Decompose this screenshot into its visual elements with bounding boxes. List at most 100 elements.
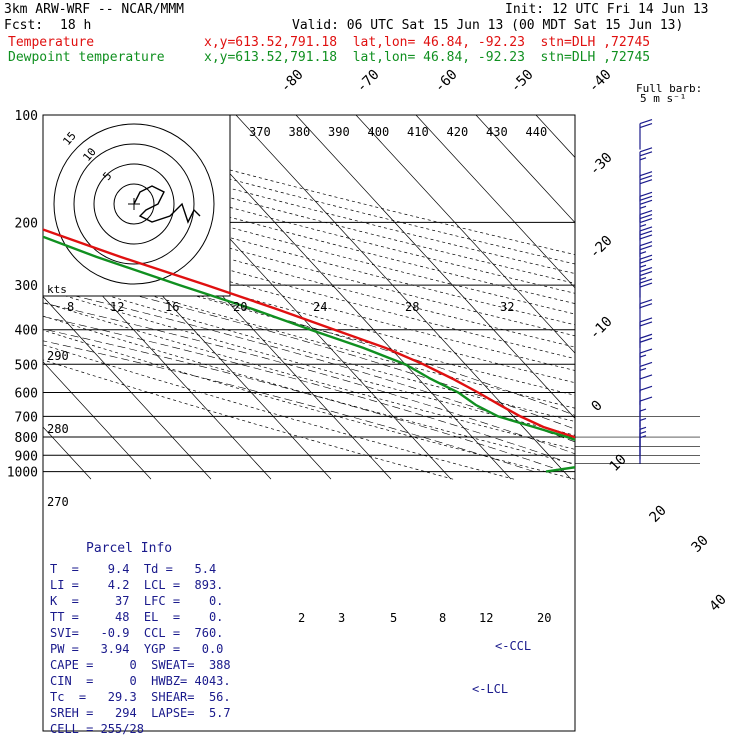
barb-flag xyxy=(639,385,653,391)
isotherm-line xyxy=(475,115,575,224)
barb-flag xyxy=(639,321,653,327)
adiabat-label: 290 xyxy=(47,349,69,363)
barb-half xyxy=(639,205,647,209)
pressure-tick-label: 100 xyxy=(15,109,38,124)
barb-half xyxy=(639,251,647,255)
barb-half xyxy=(639,264,647,268)
mixing-ratio-label: 5 xyxy=(390,611,397,625)
barb-legend-units: 5 m s⁻¹ xyxy=(640,92,687,105)
hodograph-ring xyxy=(73,143,195,265)
mixing-ratio-label: 2 xyxy=(298,611,305,625)
forecast-hour: 18 h xyxy=(60,18,92,33)
isotherm-tick-label: -60 xyxy=(432,67,461,96)
hodograph-ring xyxy=(93,163,175,245)
theta-label: 420 xyxy=(447,125,469,139)
parcel-info-row: SVI= -0.9 CCL = 760. xyxy=(50,626,224,640)
theta-label: 440 xyxy=(526,125,548,139)
sounding-traces xyxy=(43,228,575,473)
mixing-ratio-label: 28 xyxy=(405,300,419,314)
barb-flag xyxy=(639,175,653,181)
isotherm-line xyxy=(535,115,575,158)
dewpoint-location-info: x,y=613.52,791.18 lat,lon= 46.84, -92.23… xyxy=(204,50,651,65)
barb-flag xyxy=(639,299,653,305)
barb-flag xyxy=(639,317,653,323)
hodograph-trace xyxy=(133,185,201,224)
barb-flag xyxy=(639,199,653,205)
parcel-info-row: TT = 48 EL = 0. xyxy=(50,610,224,624)
barb-flag xyxy=(639,214,653,220)
barb-flag xyxy=(639,374,653,380)
barb-half xyxy=(639,354,647,358)
parcel-info-row: Tc = 29.3 SHEAR= 56. xyxy=(50,690,231,704)
pressure-tick-label: 400 xyxy=(15,324,38,339)
barb-half xyxy=(639,430,647,435)
isotherm-tick-label: -40 xyxy=(586,67,615,96)
wind-barb xyxy=(639,396,653,428)
pressure-tick-label: 200 xyxy=(15,216,38,231)
barb-half xyxy=(639,157,647,161)
dry-adiabat-line xyxy=(43,175,575,315)
barb-flag xyxy=(639,122,653,129)
mixing-ratio-label: 3 xyxy=(338,611,345,625)
lcl-annotation: <-LCL xyxy=(472,682,508,696)
wind-barb xyxy=(639,317,653,348)
isotherm-line xyxy=(43,296,212,480)
barb-half xyxy=(639,276,647,281)
barb-flag xyxy=(639,396,653,402)
mixing-ratio-label: 20 xyxy=(233,300,247,314)
theta-label: 400 xyxy=(368,125,390,139)
barb-flag xyxy=(639,179,653,185)
dry-adiabat-line xyxy=(43,206,575,348)
parcel-info-title: Parcel Info xyxy=(86,541,173,556)
adiabat-label: 280 xyxy=(47,422,69,436)
pressure-tick-label: 800 xyxy=(15,431,38,446)
isotherm-tick-label: 0 xyxy=(589,398,606,415)
dry-adiabat-line xyxy=(43,288,575,436)
isotherm-tick-label: -10 xyxy=(587,314,616,343)
pressure-tick-label: 300 xyxy=(15,279,38,294)
isotherm-tick-label: 20 xyxy=(647,503,670,526)
isotherm-line xyxy=(235,115,572,480)
isotherm-line xyxy=(415,115,575,289)
barb-flag xyxy=(639,241,653,247)
parcel-info-row: CAPE = 0 SWEAT= 388 xyxy=(50,658,231,672)
legend-temperature: Temperature xyxy=(8,35,95,50)
theta-label: 390 xyxy=(328,125,350,139)
barb-flag xyxy=(639,218,653,224)
legend-dewpoint: Dewpoint temperature xyxy=(8,50,165,65)
barb-flag xyxy=(639,337,653,343)
isotherm-tick-label: -30 xyxy=(587,150,616,179)
theta-label: 380 xyxy=(289,125,311,139)
barb-flag xyxy=(639,171,653,177)
isotherm-tick-label: -70 xyxy=(354,67,383,96)
barb-legend-label: Full barb: xyxy=(636,82,703,95)
moist-adiabat-line xyxy=(43,288,575,443)
barb-flag xyxy=(639,234,653,240)
parcel-info-row: PW = 3.94 YGP = 0.0 xyxy=(50,642,224,656)
isotherm-line xyxy=(43,361,152,480)
temperature-location-info: x,y=613.52,791.18 lat,lon= 46.84, -92.23… xyxy=(204,35,651,50)
mixing-ratio-label: 32 xyxy=(500,300,514,314)
dry-adiabat-line xyxy=(43,165,575,304)
parcel-info-row: SREH = 294 LAPSE= 5.7 xyxy=(50,706,231,720)
dry-adiabat-line xyxy=(43,315,575,465)
mixing-ratio-label: 24 xyxy=(313,300,327,314)
barb-flag xyxy=(639,147,653,153)
barb-flag xyxy=(639,210,653,216)
barb-flag xyxy=(639,195,653,201)
wind-barb xyxy=(639,435,647,464)
dry-adiabat-line xyxy=(43,137,575,274)
init-time: Init: 12 UTC Fri 14 Jun 13 xyxy=(505,2,709,17)
parcel-info-row: K = 37 LFC = 0. xyxy=(50,594,224,608)
barb-half xyxy=(639,224,647,228)
barb-flag xyxy=(639,245,653,251)
barb-flag xyxy=(639,361,653,368)
theta-label: 370 xyxy=(249,125,271,139)
isotherm-tick-label: -20 xyxy=(587,233,616,262)
moist-adiabat-line xyxy=(43,340,535,472)
wind-barb xyxy=(639,147,653,178)
dry-adiabat-line xyxy=(43,263,575,409)
barb-flag xyxy=(639,282,653,288)
